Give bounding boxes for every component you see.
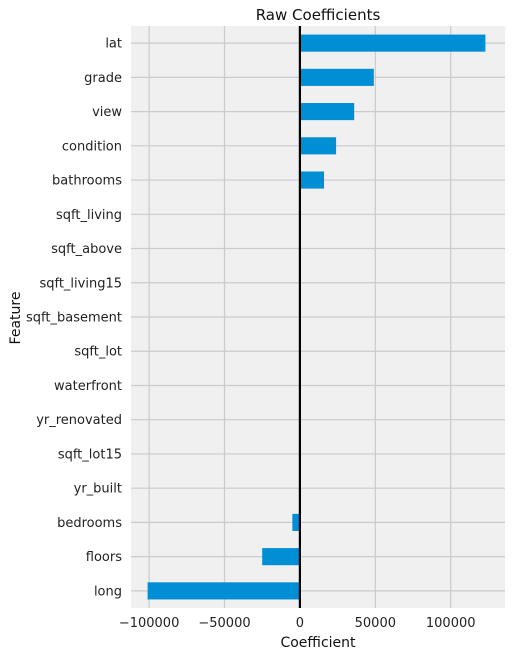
y-tick-label: sqft_lot15 (58, 447, 122, 462)
y-tick-label: lat (105, 37, 122, 52)
x-tick-label: 0 (296, 616, 304, 631)
y-tick-label: yr_built (74, 482, 122, 497)
x-tick-label: 100000 (426, 616, 476, 631)
x-tick-label: −100000 (119, 616, 180, 631)
y-tick-label: bedrooms (57, 516, 122, 531)
y-tick-label: sqft_living (56, 208, 122, 223)
x-tick-label: 50000 (355, 616, 396, 631)
bar-view (299, 103, 355, 121)
x-tick-labels: −100000 −50000 0 50000 100000 (119, 616, 476, 631)
chart-title: Raw Coefficients (256, 6, 381, 24)
bar-long (147, 582, 300, 600)
y-tick-label: yr_renovated (36, 413, 122, 428)
y-tick-label: sqft_basement (26, 311, 122, 326)
y-axis-label: Feature (8, 292, 24, 345)
y-tick-label: grade (84, 71, 122, 86)
y-tick-label: sqft_above (51, 242, 122, 257)
bar-grade (299, 68, 374, 86)
bar-bathrooms (299, 171, 325, 189)
y-tick-label: condition (62, 139, 122, 154)
x-tick-label: −50000 (198, 616, 250, 631)
x-axis-label: Coefficient (280, 635, 356, 651)
y-tick-label: long (94, 584, 122, 599)
y-tick-labels: lat grade view condition bathrooms sqft_livin… (26, 37, 122, 600)
y-tick-label: floors (86, 550, 122, 565)
y-tick-label: sqft_lot (74, 345, 122, 360)
y-tick-label: bathrooms (52, 174, 122, 189)
bar-floors (262, 548, 300, 566)
y-tick-label: view (92, 105, 122, 120)
bars (147, 34, 486, 600)
bar-lat (299, 34, 486, 52)
bar-bedrooms (292, 513, 300, 531)
bar-condition (299, 137, 337, 155)
y-tick-label: waterfront (54, 379, 122, 394)
y-tick-label: sqft_living15 (39, 276, 122, 291)
